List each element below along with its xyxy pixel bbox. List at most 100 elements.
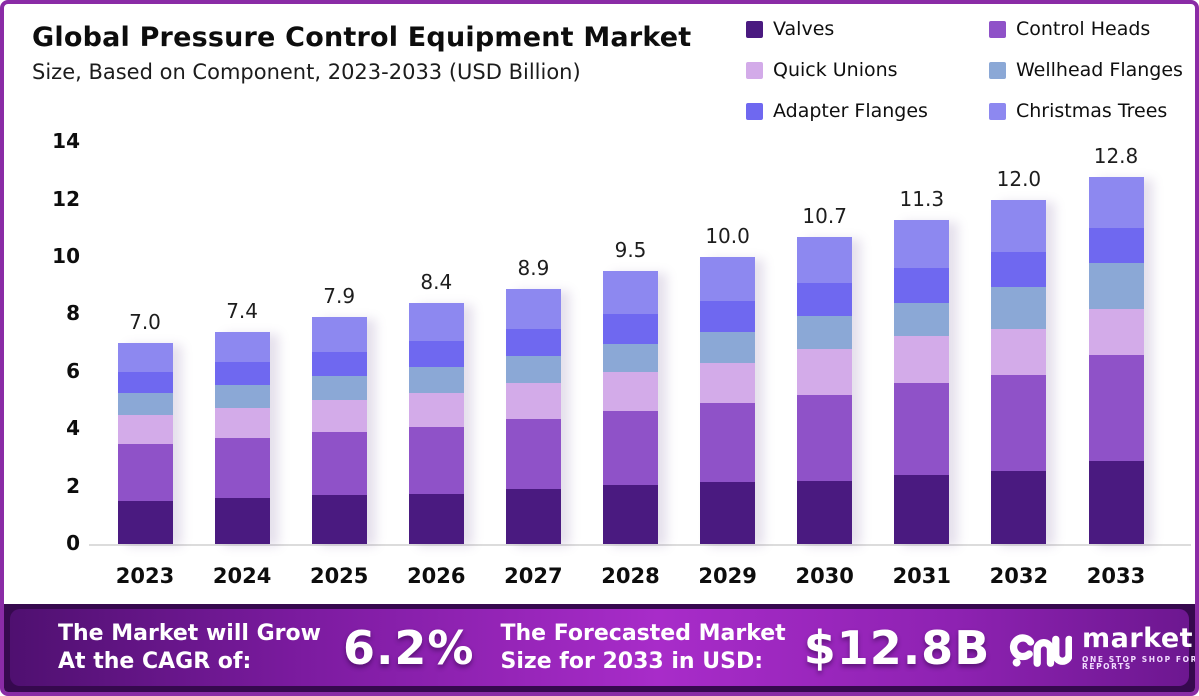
brand-logo: market.us ONE STOP SHOP FOR THE REPORTS	[1008, 622, 1198, 673]
banner-rim: The Market will Grow At the CAGR of: 6.2…	[4, 604, 1195, 692]
bar-segment-valves	[603, 485, 658, 544]
legend-item-christmas-trees: Christmas Trees	[989, 100, 1183, 122]
bar-segment-valves	[214, 498, 270, 544]
bar-segment-christmas-trees	[214, 331, 270, 363]
brand-text: market.us ONE STOP SHOP FOR THE REPORTS	[1081, 622, 1198, 671]
brand-tagline: ONE STOP SHOP FOR THE REPORTS	[1081, 654, 1198, 671]
bar-segment-valves	[991, 470, 1047, 544]
legend-item-control-heads: Control Heads	[989, 18, 1183, 40]
x-tick-label: 2029	[698, 564, 757, 588]
bar-total-label: 11.3	[899, 186, 945, 211]
y-tick-label: 0	[66, 531, 80, 555]
x-tick-label: 2025	[309, 564, 369, 588]
bar-total-label: 10.0	[705, 224, 750, 248]
bar-segment-adapter-flanges	[603, 314, 658, 344]
x-tick-label: 2024	[212, 564, 272, 588]
cagr-label-line1: The Market will Grow	[58, 621, 321, 646]
bar-total-label: 9.5	[614, 238, 647, 263]
bar-total-label: 7.9	[323, 284, 356, 309]
bar-segment-wellhead-flanges	[603, 343, 658, 373]
bar-segment-christmas-trees	[894, 219, 950, 269]
bar-segment-valves	[700, 482, 756, 544]
y-tick-label: 14	[52, 129, 80, 154]
y-tick-label: 12	[52, 186, 80, 211]
bar-segment-adapter-flanges	[117, 371, 173, 394]
bar-segment-wellhead-flanges	[408, 366, 464, 394]
bar-segment-valves	[505, 489, 561, 544]
cagr-value: 6.2%	[342, 620, 475, 675]
x-tick-label: 2032	[989, 564, 1049, 588]
bar-segment-valves	[894, 475, 950, 544]
bar-segment-control-heads	[603, 410, 658, 486]
bar-segment-wellhead-flanges	[214, 384, 270, 408]
y-tick-label: 2	[66, 473, 80, 498]
bar-segment-wellhead-flanges	[991, 287, 1047, 329]
bar-segment-wellhead-flanges	[505, 356, 561, 384]
bar-segment-valves	[408, 493, 464, 544]
bar-segment-control-heads	[797, 394, 853, 481]
page-title: Global Pressure Control Equipment Market	[32, 22, 692, 53]
header: Global Pressure Control Equipment Market…	[32, 22, 691, 84]
bar-segment-quick-unions	[797, 348, 853, 395]
bar-segment-quick-unions	[214, 407, 270, 438]
bar-segment-valves	[1088, 460, 1144, 544]
bar-segment-quick-unions	[311, 399, 367, 433]
legend-item-valves: Valves	[746, 18, 981, 40]
forecast-value: $12.8B	[803, 620, 991, 675]
bar-segment-valves	[797, 480, 853, 544]
bar-segment-control-heads	[894, 383, 950, 476]
bar-total-label: 12.8	[1093, 143, 1139, 168]
bar-segment-quick-unions	[603, 372, 658, 411]
bar-segment-quick-unions	[408, 393, 464, 428]
bar-segment-quick-unions	[894, 335, 950, 384]
stacked-bar-chart: 0 2 4 6 8 10 12 14 7.0 2023 7.4 2024 7.9 2025 8.4 2026 8…	[4, 4, 1195, 692]
bar-total-label: 7.0	[129, 310, 161, 335]
bar-total-label: 8.4	[420, 269, 453, 294]
bar-total-label: 8.9	[517, 255, 550, 280]
bar-segment-quick-unions	[117, 414, 173, 444]
bar-segment-christmas-trees	[797, 236, 853, 283]
forecast-label: The Forecasted Market Size for 2033 in U…	[501, 620, 786, 675]
bar-segment-control-heads	[214, 437, 270, 499]
bar-total-label: 12.0	[996, 166, 1042, 191]
bar-segment-adapter-flanges	[991, 252, 1047, 288]
bar-segment-control-heads	[505, 419, 561, 490]
x-tick-label: 2031	[892, 564, 952, 588]
bottom-banner: The Market will Grow At the CAGR of: 6.2…	[10, 609, 1195, 686]
bar-segment-quick-unions	[991, 328, 1047, 375]
bar-segment-christmas-trees	[603, 271, 658, 315]
y-tick-label: 6	[66, 358, 80, 383]
bar-segment-control-heads	[117, 443, 173, 501]
bar-segment-control-heads	[1088, 354, 1144, 461]
bar-total-label: 7.4	[226, 298, 258, 323]
y-tick-label: 10	[52, 244, 80, 268]
x-tick-label: 2033	[1086, 564, 1146, 588]
bar-segment-adapter-flanges	[894, 268, 950, 303]
legend-label: Adapter Flanges	[773, 100, 928, 122]
bar-segment-wellhead-flanges	[797, 315, 853, 349]
legend-swatch-icon	[746, 61, 763, 79]
x-tick-label: 2023	[115, 564, 175, 588]
forecast-label-line1: The Forecasted Market	[500, 621, 786, 646]
bar-segment-control-heads	[991, 374, 1047, 471]
legend-item-quick-unions: Quick Unions	[746, 59, 981, 81]
x-tick-label: 2028	[601, 564, 660, 588]
bar-segment-valves	[117, 500, 173, 544]
bar-segment-adapter-flanges	[408, 340, 464, 367]
y-tick-label: 4	[66, 416, 80, 441]
page-subtitle: Size, Based on Component, 2023-2033 (USD…	[32, 60, 581, 84]
legend-label: Christmas Trees	[1016, 100, 1168, 122]
bar-segment-christmas-trees	[991, 199, 1047, 253]
bar-segment-christmas-trees	[117, 343, 173, 372]
bar-segment-christmas-trees	[408, 302, 464, 341]
cagr-label-line2: At the CAGR of:	[58, 648, 252, 674]
x-axis-line	[89, 544, 1191, 546]
brand-name: market.us	[1081, 622, 1195, 654]
legend-swatch-icon	[746, 20, 763, 38]
bar-segment-adapter-flanges	[1088, 228, 1144, 263]
y-tick-label: 8	[66, 301, 80, 326]
legend-item-wellhead-flanges: Wellhead Flanges	[989, 59, 1183, 81]
bar-segment-christmas-trees	[700, 257, 756, 302]
bar-segment-quick-unions	[505, 383, 561, 420]
